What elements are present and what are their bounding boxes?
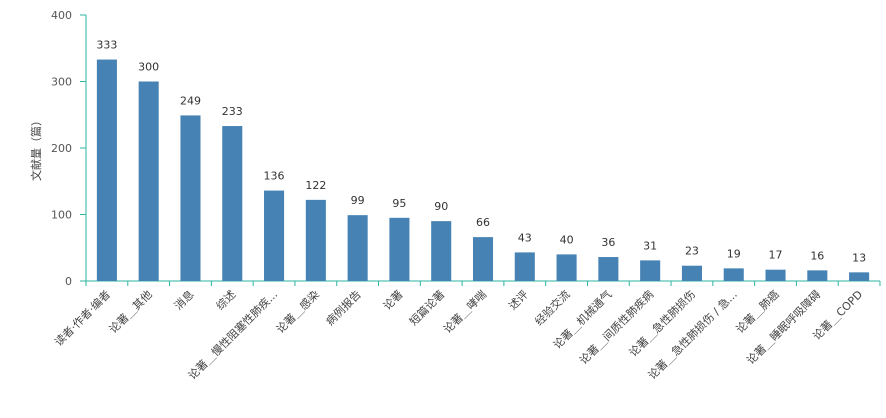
bars [96, 59, 870, 282]
data-label: 16 [810, 249, 824, 262]
category-label: 短篇论著 [406, 287, 447, 328]
bar[interactable] [765, 269, 786, 281]
category-label: 读者·作者·编者 [51, 287, 113, 349]
category-label: 论著＿间质性肺疾病 [576, 287, 656, 367]
bar[interactable] [472, 237, 494, 281]
data-label: 90 [434, 200, 448, 213]
data-label: 136 [264, 170, 285, 183]
data-label: 31 [643, 239, 657, 252]
data-label: 13 [852, 251, 866, 264]
category-label: 病例报告 [323, 287, 364, 328]
category-label: 论著 [380, 287, 405, 312]
data-label: 249 [180, 94, 201, 107]
bar[interactable] [556, 254, 577, 281]
y-tick-label: 0 [65, 275, 72, 288]
bar[interactable] [514, 252, 535, 281]
bar[interactable] [264, 190, 285, 281]
bar[interactable] [849, 272, 870, 281]
data-label: 36 [601, 236, 615, 249]
bar[interactable] [222, 126, 243, 282]
category-label: 论著＿睡眠呼吸障碍 [744, 287, 824, 367]
data-label: 23 [685, 245, 699, 258]
bar[interactable] [96, 59, 117, 282]
data-label: 99 [351, 194, 365, 207]
x-axis [85, 280, 881, 286]
category-label: 论著＿感染 [273, 287, 322, 336]
data-label: 95 [392, 197, 406, 210]
y-axis-title: 文献量（篇） [29, 115, 43, 181]
category-label: 论著＿哮喘 [440, 287, 489, 336]
y-tick-label: 100 [51, 209, 72, 222]
category-labels: 读者·作者·编者论著＿其他 消息 综述论著＿慢性阻塞性肺疾...论著＿感染 病例报告论… [51, 287, 865, 382]
data-labels: 333 300 249 233 136 122 99 95 90 66 43 40 36 31 23 19 17… [96, 39, 866, 265]
data-label: 17 [769, 249, 783, 262]
bar[interactable] [807, 270, 828, 281]
data-label: 19 [727, 247, 741, 260]
category-label: 综述 [213, 287, 238, 312]
category-label: 述评 [506, 288, 531, 313]
data-label: 233 [222, 105, 243, 118]
category-label: 消息 [171, 287, 196, 312]
data-label: 333 [96, 39, 117, 52]
bar[interactable] [681, 265, 702, 281]
bar[interactable] [389, 217, 410, 281]
bar[interactable] [598, 257, 619, 281]
category-label: 经验交流 [532, 287, 573, 328]
data-label: 300 [138, 61, 159, 74]
data-label: 43 [518, 231, 532, 244]
data-label: 66 [476, 216, 490, 229]
category-label: 论著＿其他 [106, 287, 155, 336]
bar[interactable] [180, 115, 201, 281]
bar[interactable] [640, 260, 661, 281]
bar[interactable] [723, 268, 744, 281]
y-tick-label: 300 [51, 76, 72, 89]
y-tick-label: 400 [51, 9, 72, 22]
data-label: 40 [560, 233, 574, 246]
bar[interactable] [347, 215, 368, 281]
bar[interactable] [138, 81, 159, 282]
y-axis: 0 100 200 300 400 [51, 9, 87, 288]
data-label: 122 [305, 179, 326, 192]
bar[interactable] [431, 221, 452, 281]
y-tick-label: 200 [51, 142, 72, 155]
bar[interactable] [305, 199, 326, 281]
